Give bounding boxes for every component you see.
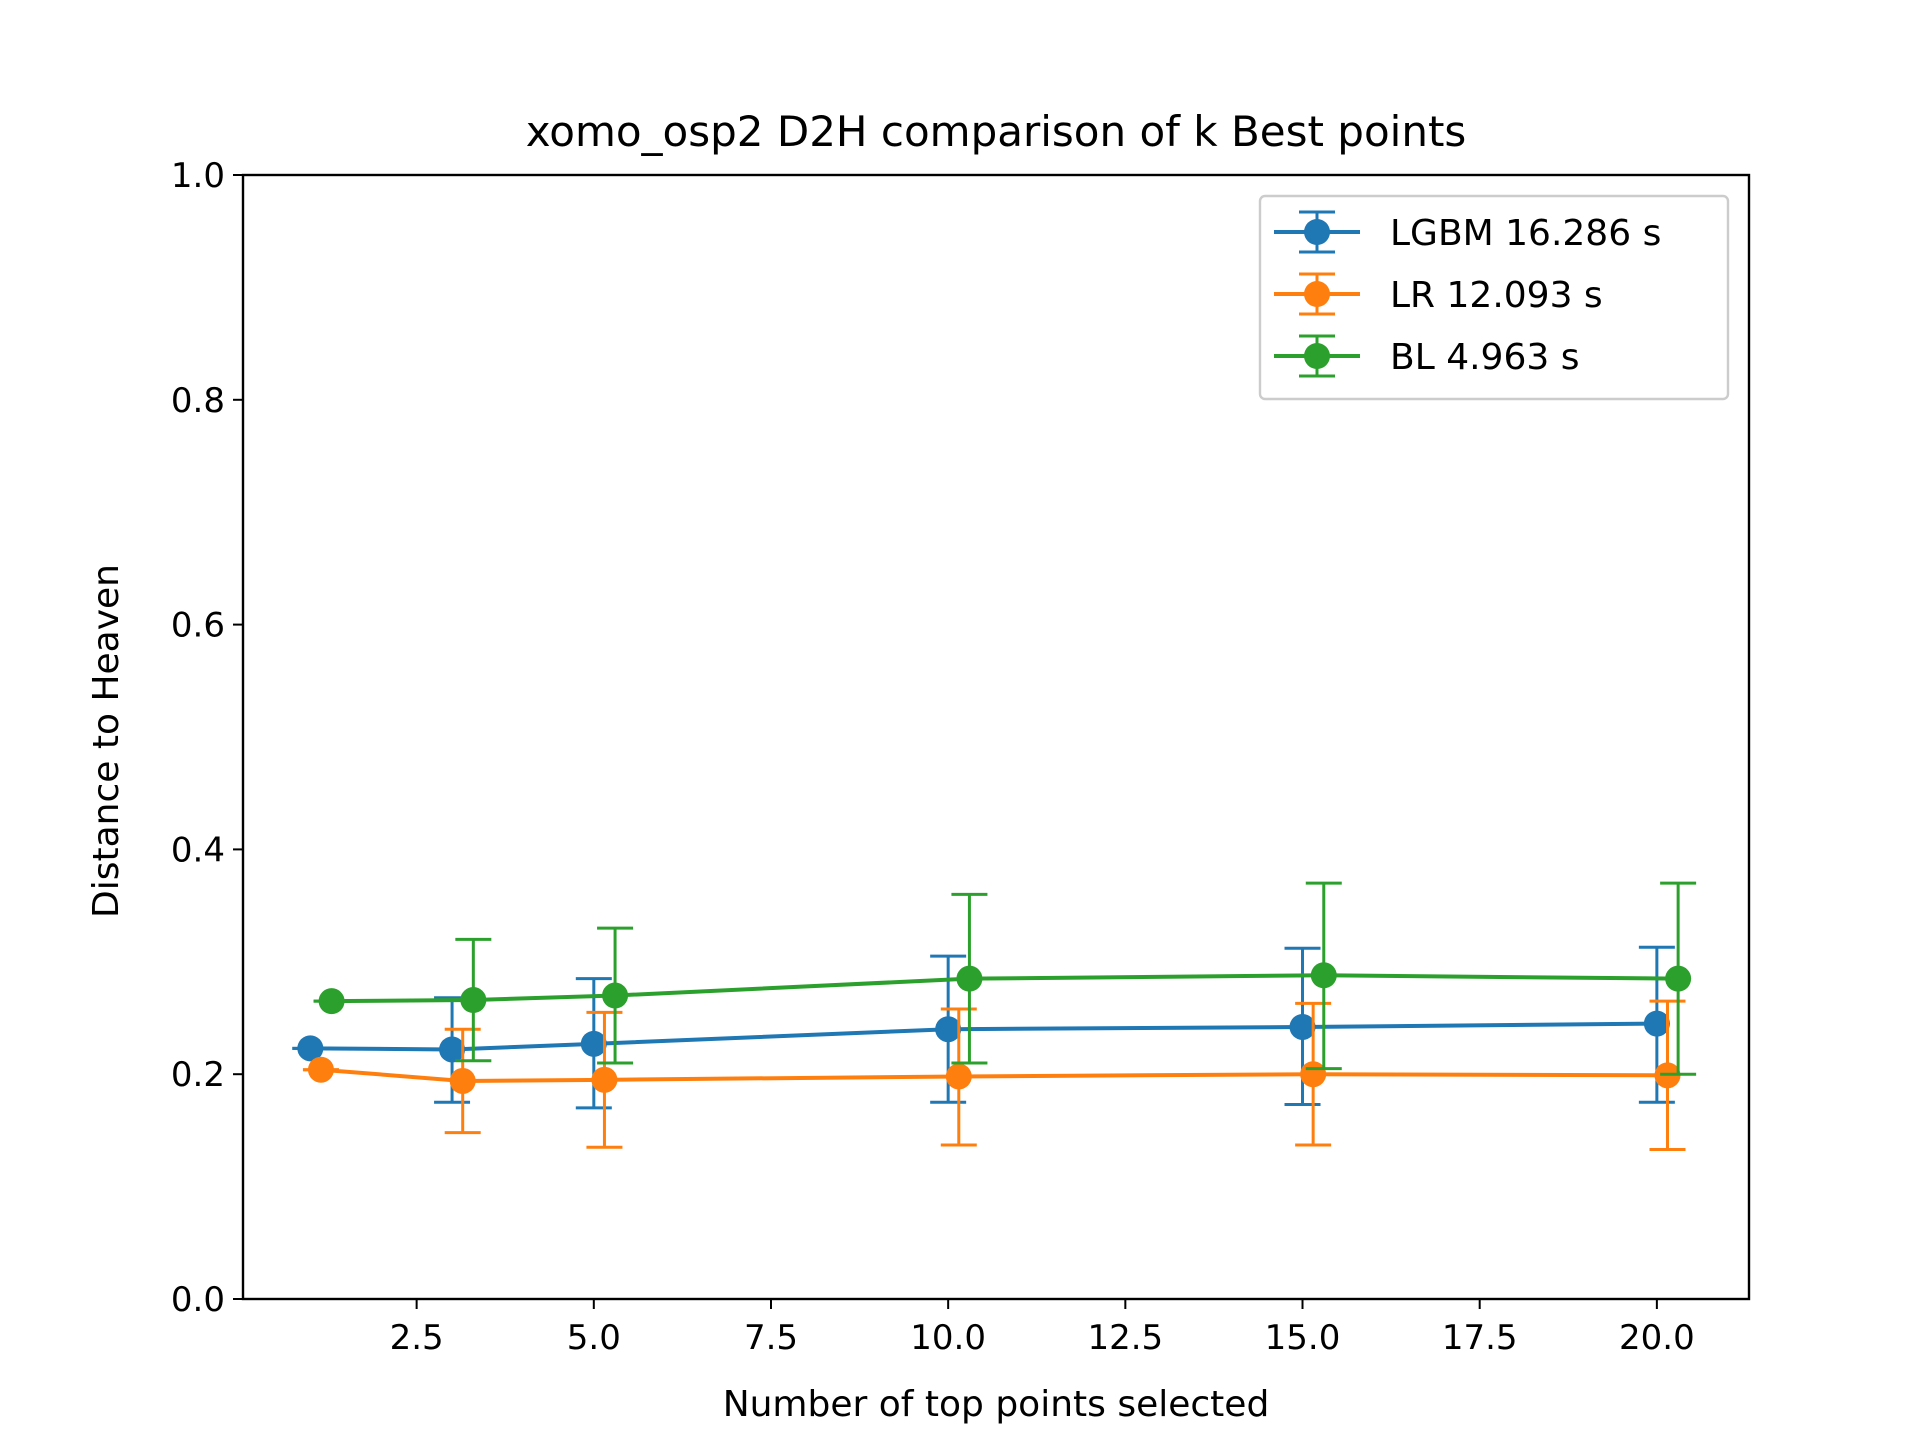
series-0: [292, 945, 1675, 1110]
data-point: [439, 1036, 466, 1063]
data-point: [956, 965, 983, 992]
series-1: [302, 999, 1686, 1152]
x-tick-label: 12.5: [1087, 1318, 1163, 1358]
x-tick-label: 5.0: [567, 1318, 621, 1358]
x-tick-label: 15.0: [1265, 1318, 1341, 1358]
data-point: [591, 1066, 618, 1093]
series-line: [331, 973, 1679, 1004]
x-tick-label: 17.5: [1442, 1318, 1518, 1358]
data-point: [1310, 962, 1337, 989]
data-point: [307, 1056, 334, 1083]
data-point: [297, 1035, 324, 1062]
plot-frame: [241, 173, 1751, 1301]
data-point: [945, 1063, 972, 1090]
data-point: [449, 1067, 476, 1094]
x-tick-label: 20.0: [1619, 1318, 1695, 1358]
data-point: [1665, 965, 1692, 992]
y-tick-label: 0.8: [171, 381, 225, 421]
x-tick-label: 2.5: [390, 1318, 444, 1358]
legend-label: LR 12.093 s: [1390, 275, 1603, 316]
legend-label: BL 4.963 s: [1390, 337, 1579, 378]
data-point: [460, 987, 487, 1014]
series-line: [320, 1067, 1668, 1083]
y-axis-label: Distance to Heaven: [86, 564, 127, 918]
y-tick-label: 0.4: [171, 830, 225, 870]
y-tick-label: 0.0: [171, 1280, 225, 1320]
data-point: [1300, 1061, 1327, 1088]
legend-box: [1258, 194, 1730, 401]
data-point: [935, 1016, 962, 1043]
data-point: [1643, 1010, 1670, 1037]
legend-item: LGBM 16.286 s: [1274, 210, 1661, 254]
x-tick-label: 7.5: [744, 1318, 798, 1358]
x-tick-label: 10.0: [910, 1318, 986, 1358]
y-tick-label: 1.0: [171, 156, 225, 196]
plot-area: [292, 881, 1697, 1152]
x-axis-label: Number of top points selected: [723, 1384, 1270, 1425]
x-axis-ticks: 2.5 5.0 7.5 10.0 12.5 15.0 17.5 20.0: [390, 1299, 1695, 1358]
legend: LGBM 16.286 s LR 12.093 s BL 4.963 s: [1258, 194, 1730, 401]
data-point: [1289, 1013, 1316, 1040]
y-tick-label: 0.6: [171, 606, 225, 646]
legend-item: LR 12.093 s: [1274, 272, 1603, 316]
series-2: [313, 881, 1697, 1076]
y-axis-ticks: 0.0 0.2 0.4 0.6 0.8 1.0: [171, 156, 243, 1320]
legend-label: LGBM 16.286 s: [1390, 213, 1661, 254]
data-point: [602, 982, 629, 1009]
data-point: [318, 988, 345, 1015]
chart-title: xomo_osp2 D2H comparison of k Best point…: [526, 107, 1467, 156]
data-point: [580, 1030, 607, 1057]
y-tick-label: 0.2: [171, 1055, 225, 1095]
legend-marker: [1304, 281, 1330, 307]
series-line: [310, 1021, 1657, 1052]
legend-marker: [1304, 343, 1330, 369]
legend-marker: [1304, 219, 1330, 245]
legend-item: BL 4.963 s: [1274, 334, 1579, 378]
